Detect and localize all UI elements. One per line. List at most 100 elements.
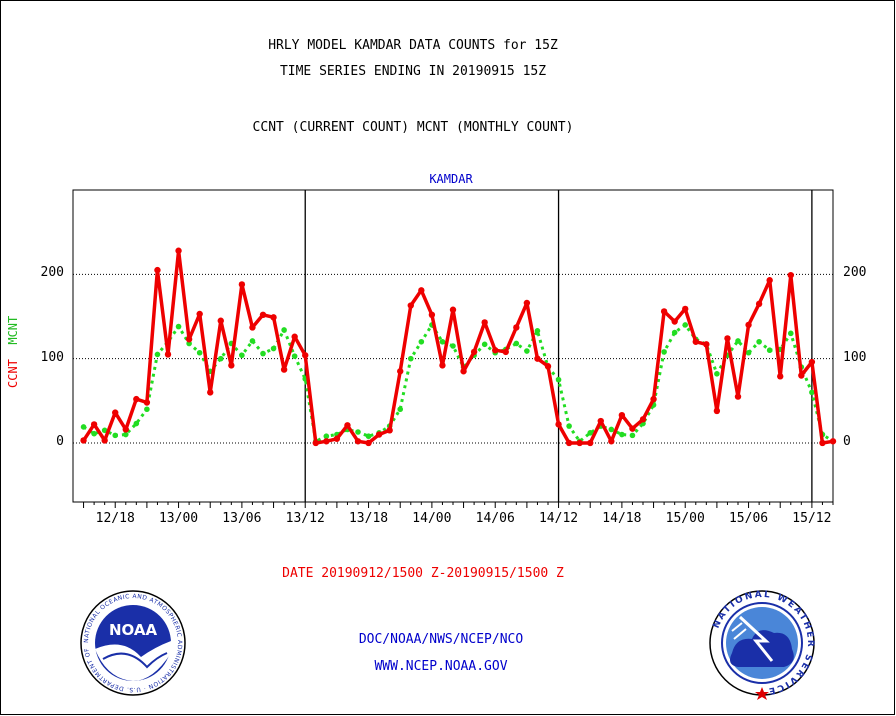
data-point-ccnt bbox=[238, 281, 246, 288]
data-point-ccnt bbox=[386, 427, 393, 434]
x-tick-label: 13/12 bbox=[285, 511, 325, 526]
y-tick-label-right: 0 bbox=[843, 433, 851, 449]
data-point-ccnt bbox=[365, 439, 372, 447]
data-point-ccnt bbox=[228, 362, 235, 369]
data-point-ccnt bbox=[344, 422, 351, 429]
data-point-ccnt bbox=[777, 373, 784, 380]
data-point-ccnt bbox=[323, 438, 330, 445]
data-point-ccnt bbox=[692, 338, 699, 345]
data-point-ccnt bbox=[703, 341, 710, 348]
data-point-ccnt bbox=[90, 421, 98, 428]
day-boundary-lines bbox=[304, 190, 813, 502]
data-point-mcnt bbox=[534, 328, 541, 334]
data-point-mcnt bbox=[355, 429, 361, 435]
grid-lines bbox=[73, 273, 833, 444]
data-point-ccnt bbox=[185, 336, 193, 343]
data-point-ccnt bbox=[576, 439, 583, 447]
data-point-ccnt bbox=[112, 409, 119, 416]
data-point-ccnt bbox=[639, 416, 647, 423]
x-tick-marks bbox=[83, 502, 834, 508]
data-point-ccnt bbox=[829, 438, 837, 445]
data-point-ccnt bbox=[470, 348, 478, 356]
data-point-mcnt bbox=[524, 348, 530, 354]
data-point-mcnt bbox=[735, 338, 741, 344]
data-point-ccnt bbox=[481, 319, 488, 326]
data-point-mcnt bbox=[196, 349, 203, 356]
data-point-ccnt bbox=[175, 247, 182, 254]
data-point-ccnt bbox=[523, 299, 531, 307]
data-point-mcnt bbox=[217, 355, 224, 362]
data-point-mcnt bbox=[629, 432, 636, 439]
y-tick-label-right: 100 bbox=[843, 349, 867, 365]
data-point-ccnt bbox=[270, 314, 277, 321]
data-point-ccnt bbox=[671, 318, 678, 325]
plot-title: KAMDAR bbox=[429, 172, 473, 186]
data-point-ccnt bbox=[312, 439, 319, 447]
data-point-ccnt bbox=[291, 333, 298, 340]
data-point-ccnt bbox=[502, 348, 509, 356]
data-point-ccnt bbox=[798, 372, 805, 379]
data-point-ccnt bbox=[565, 439, 573, 447]
data-point-mcnt bbox=[260, 350, 266, 357]
y-axis-label-ccnt: CCNT bbox=[6, 359, 20, 388]
data-point-mcnt bbox=[513, 340, 520, 347]
chart-title-line2: TIME SERIES ENDING IN 20190915 15Z bbox=[279, 64, 547, 79]
x-tick-label: 13/00 bbox=[158, 511, 199, 526]
data-point-ccnt bbox=[534, 355, 541, 362]
data-point-mcnt bbox=[566, 423, 572, 429]
data-point-ccnt bbox=[207, 389, 214, 396]
data-point-mcnt bbox=[619, 431, 625, 438]
y-tick-label-left: 0 bbox=[56, 433, 64, 449]
nws-logo: NATIONAL WEATHER SERVICE bbox=[709, 590, 815, 700]
date-range-label: DATE 20190912/1500 Z-20190915/1500 Z bbox=[282, 566, 564, 581]
data-point-mcnt bbox=[144, 406, 150, 413]
data-point-mcnt bbox=[608, 426, 615, 433]
data-point-mcnt bbox=[809, 389, 815, 396]
data-point-ccnt bbox=[713, 407, 721, 415]
data-point-mcnt bbox=[439, 338, 446, 345]
data-point-mcnt bbox=[661, 349, 667, 355]
y-axis-label-mcnt: MCNT bbox=[6, 315, 20, 345]
x-tick-label: 14/00 bbox=[412, 511, 452, 526]
data-point-ccnt bbox=[650, 395, 657, 403]
x-tick-label: 15/00 bbox=[665, 511, 705, 526]
y-tick-label-left: 100 bbox=[40, 349, 64, 365]
chart-title-line1: HRLY MODEL KAMDAR DATA COUNTS for 15Z bbox=[268, 38, 558, 53]
data-point-mcnt bbox=[281, 327, 287, 333]
data-point-mcnt bbox=[450, 343, 456, 349]
data-point-mcnt bbox=[154, 351, 161, 358]
x-tick-label: 14/18 bbox=[602, 511, 642, 526]
data-point-ccnt bbox=[302, 352, 309, 359]
noaa-logo: NOAA NATIONAL OCEANIC AND ATMOSPHERIC AD… bbox=[80, 590, 186, 696]
data-point-ccnt bbox=[375, 431, 383, 438]
data-point-ccnt bbox=[544, 363, 552, 370]
data-point-ccnt bbox=[660, 308, 668, 315]
data-point-ccnt bbox=[249, 324, 256, 331]
data-point-ccnt bbox=[734, 393, 742, 400]
data-point-mcnt bbox=[365, 433, 372, 440]
data-point-mcnt bbox=[587, 430, 594, 436]
data-point-ccnt bbox=[154, 266, 161, 274]
data-point-mcnt bbox=[787, 330, 794, 337]
data-point-mcnt bbox=[397, 406, 404, 413]
data-point-mcnt bbox=[91, 430, 97, 437]
data-point-mcnt bbox=[714, 371, 720, 377]
data-point-mcnt bbox=[270, 345, 277, 352]
data-point-ccnt bbox=[460, 368, 467, 375]
data-point-ccnt bbox=[555, 421, 562, 428]
x-tick-label: 15/12 bbox=[792, 511, 832, 526]
data-point-ccnt bbox=[449, 306, 457, 313]
data-point-ccnt bbox=[280, 366, 288, 373]
data-point-ccnt bbox=[196, 310, 203, 318]
data-point-ccnt bbox=[101, 437, 108, 444]
data-point-ccnt bbox=[629, 425, 636, 432]
data-point-mcnt bbox=[418, 338, 425, 345]
x-tick-label: 13/06 bbox=[222, 511, 262, 526]
data-point-ccnt bbox=[682, 305, 689, 313]
x-tick-label: 12/18 bbox=[95, 511, 135, 526]
url-link[interactable]: WWW.NCEP.NOAA.GOV bbox=[374, 659, 508, 674]
x-tick-label: 15/06 bbox=[728, 511, 769, 526]
x-tick-label: 14/06 bbox=[475, 511, 515, 526]
noaa-logo-text: NOAA bbox=[109, 621, 158, 639]
data-point-mcnt bbox=[481, 341, 488, 348]
